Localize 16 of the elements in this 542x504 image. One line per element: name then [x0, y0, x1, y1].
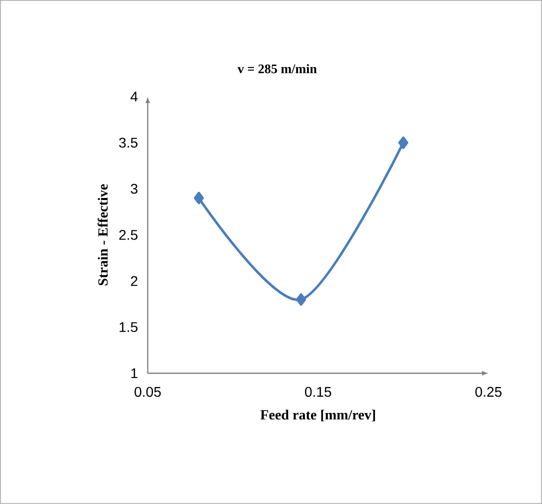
y-tick-label: 2 — [130, 276, 138, 286]
point — [296, 293, 306, 306]
chart-title: v = 285 m/min — [237, 64, 317, 74]
x-axis-title: Feed rate [mm/rev] — [260, 410, 375, 422]
y-tick-label: 2.5 — [119, 230, 138, 240]
y-tick-label: 3 — [130, 184, 138, 194]
y-tick-label: 3.5 — [119, 138, 138, 148]
y-tick-label: 1.5 — [120, 322, 138, 332]
x-tick-label: 0.05 — [134, 386, 161, 397]
x-tick-label: 0.15 — [305, 386, 332, 397]
point — [194, 192, 204, 204]
y-axis-title: Strain - Effective — [98, 184, 108, 286]
x-tick-label: 0.25 — [475, 386, 502, 397]
y-tick-label: 4 — [130, 92, 138, 102]
y-tick-label: 1 — [131, 368, 138, 378]
point — [398, 136, 408, 150]
